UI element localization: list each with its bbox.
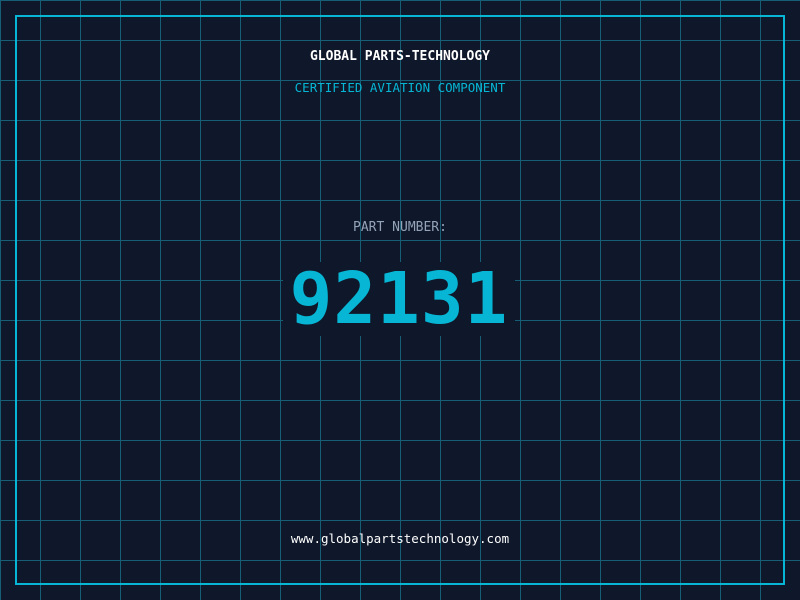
subtitle: CERTIFIED AVIATION COMPONENT: [294, 80, 506, 95]
card-border: [15, 15, 785, 585]
website-link[interactable]: www.globalpartstechnology.com: [290, 531, 510, 546]
part-number-box: 92131: [283, 262, 515, 336]
part-number-label: PART NUMBER:: [353, 220, 447, 235]
part-number: 92131: [289, 257, 509, 340]
brand-title: GLOBAL PARTS-TECHNOLOGY: [309, 49, 490, 64]
